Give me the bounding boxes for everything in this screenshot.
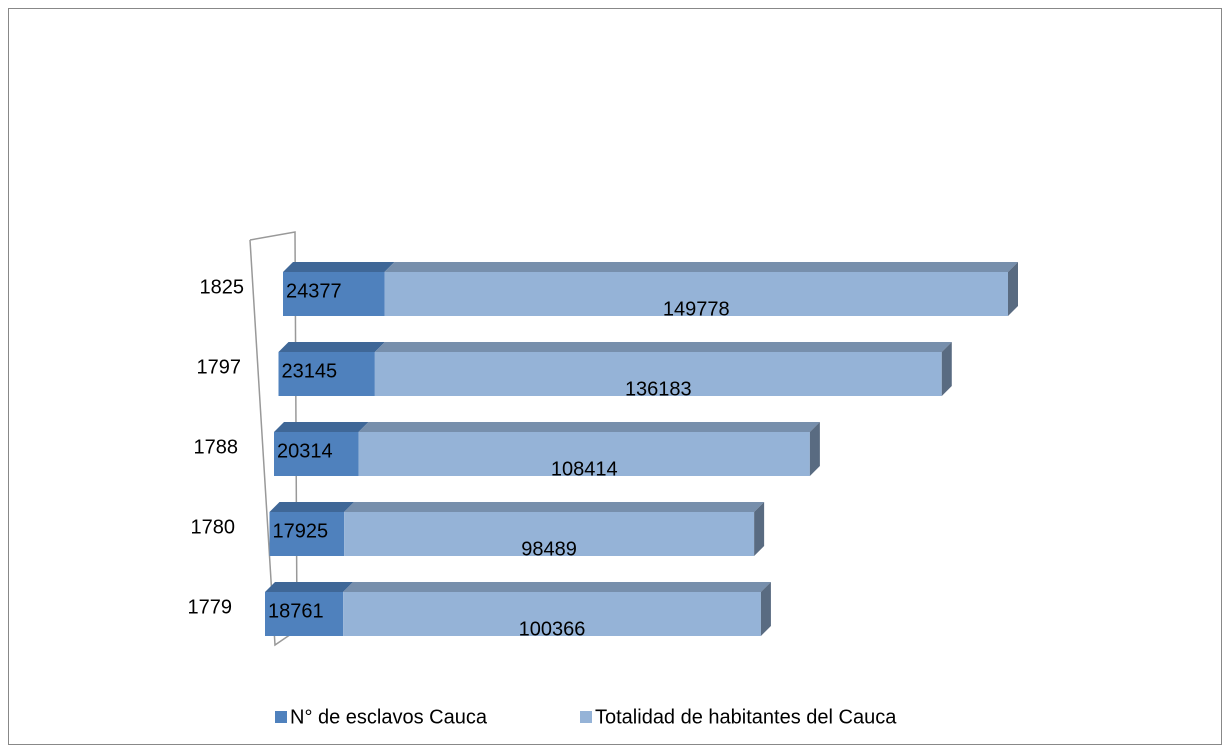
bar-top xyxy=(344,502,765,512)
bar-segment xyxy=(274,422,369,476)
bar-top xyxy=(278,342,385,352)
bar-top xyxy=(343,582,771,592)
bar-segment xyxy=(384,262,1018,316)
data-label: 100366 xyxy=(519,618,586,640)
bar-segment xyxy=(358,422,820,476)
y-tick-label: 1780 xyxy=(191,516,236,538)
bar-segment xyxy=(344,502,765,556)
bar-front xyxy=(265,592,344,636)
data-label: 20314 xyxy=(277,440,333,462)
bar-side xyxy=(941,342,952,396)
bar-front xyxy=(283,272,385,316)
bar-segment xyxy=(283,262,395,316)
bar-segment xyxy=(343,582,771,636)
bar-front xyxy=(344,512,755,556)
data-label: 108414 xyxy=(551,458,618,480)
bar-segment xyxy=(278,342,385,396)
y-tick-label: 1779 xyxy=(188,596,233,618)
bar-front xyxy=(358,432,810,476)
bar-front xyxy=(274,432,359,476)
bar-segment xyxy=(269,502,355,556)
bar-side xyxy=(760,582,771,636)
data-label: 149778 xyxy=(663,298,730,320)
bar-top xyxy=(283,262,395,272)
bar-top xyxy=(374,342,952,352)
bar-front xyxy=(374,352,942,396)
bar-front xyxy=(343,592,761,636)
bar-front xyxy=(278,352,375,396)
y-tick-label: 1825 xyxy=(200,276,245,298)
legend-swatch xyxy=(580,711,592,723)
bar-segment xyxy=(265,582,354,636)
bar-top xyxy=(358,422,820,432)
bar-side xyxy=(809,422,820,476)
data-label: 17925 xyxy=(273,520,329,542)
legend-label: N° de esclavos Cauca xyxy=(290,706,488,728)
bar-top xyxy=(274,422,369,432)
bar-top xyxy=(265,582,354,592)
legend-label: Totalidad de habitantes del Cauca xyxy=(595,706,897,728)
bar-front xyxy=(384,272,1008,316)
bar-side xyxy=(754,502,765,556)
y-tick-label: 1788 xyxy=(194,436,239,458)
data-label: 18761 xyxy=(268,600,324,622)
bar-top xyxy=(269,502,355,512)
bar-segment xyxy=(374,342,952,396)
data-label: 98489 xyxy=(521,538,577,560)
bar-top xyxy=(384,262,1018,272)
data-label: 23145 xyxy=(282,360,338,382)
data-label: 136183 xyxy=(625,378,692,400)
data-label: 24377 xyxy=(286,280,342,302)
legend-swatch xyxy=(275,711,287,723)
y-tick-label: 1797 xyxy=(197,356,242,378)
bar-side xyxy=(1008,262,1018,316)
bar-front xyxy=(269,512,345,556)
